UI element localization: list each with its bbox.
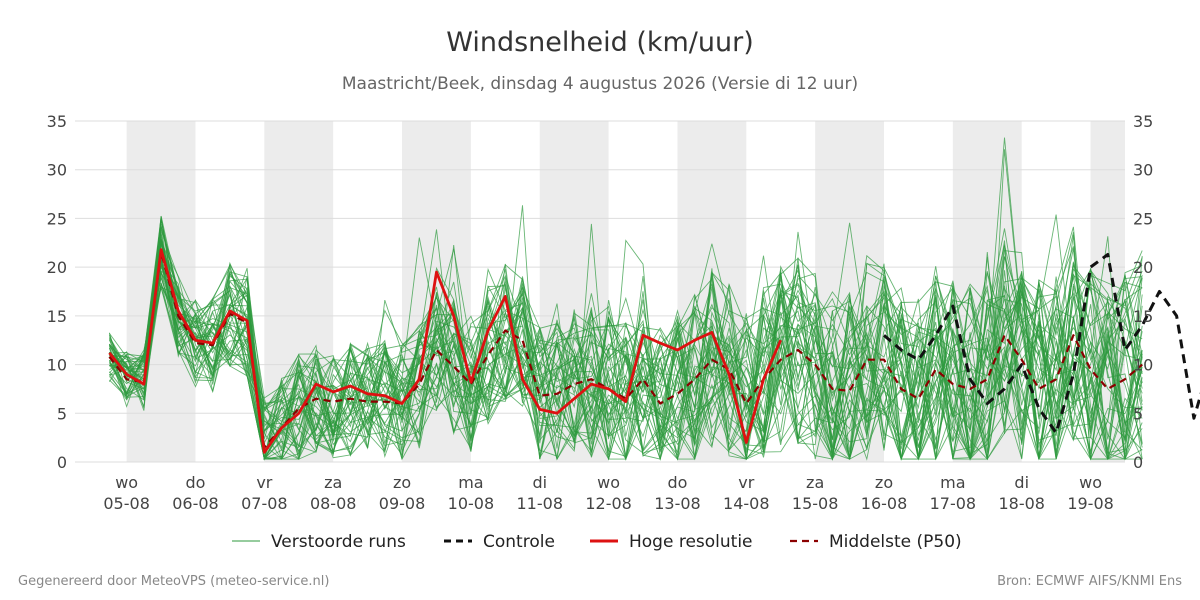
y-tick-label: 15	[47, 307, 67, 326]
footer-source: Bron: ECMWF AIFS/KNMI Ens	[997, 574, 1182, 589]
chart-title: Windsnelheid (km/uur)	[446, 27, 754, 58]
y-tick-label: 25	[47, 209, 67, 228]
ensemble-run-line	[109, 205, 1143, 460]
y-tick-label: 30	[1133, 161, 1153, 180]
ensemble-runs	[108, 137, 1143, 461]
x-tick-day: do	[667, 473, 687, 492]
x-tick-date: 19-08	[1067, 494, 1114, 513]
x-tick-day: za	[806, 473, 824, 492]
y-tick-label: 10	[47, 356, 67, 375]
y-tick-label: 0	[1133, 453, 1143, 472]
ensemble-run-line	[109, 243, 1143, 460]
y-tick-label: 25	[1133, 209, 1153, 228]
x-tick-date: 11-08	[517, 494, 564, 513]
y-tick-label: 35	[47, 112, 67, 131]
y-tick-label: 0	[57, 453, 67, 472]
high-resolution-line	[108, 248, 782, 454]
y-tick-label: 15	[1133, 307, 1153, 326]
x-tick-day: wo	[115, 473, 138, 492]
y-tick-label: 10	[1133, 356, 1153, 375]
y-tick-label: 20	[47, 258, 67, 277]
ensemble-run-line	[109, 241, 1143, 460]
x-tick-day: di	[1014, 473, 1029, 492]
y-axis-left: 0 5 10 15 20 25 30 35	[47, 112, 67, 472]
x-tick-day: vr	[256, 473, 272, 492]
x-tick-date: 06-08	[172, 494, 219, 513]
x-tick-date: 05-08	[103, 494, 150, 513]
x-tick-date: 14-08	[723, 494, 770, 513]
x-tick-day: di	[532, 473, 547, 492]
y-axis-right: 0 5 10 15 20 25 30 35	[1133, 112, 1153, 472]
x-tick-day: zo	[875, 473, 893, 492]
legend-label: Middelste (P50)	[829, 532, 962, 552]
legend-label: Controle	[483, 532, 555, 552]
x-tick-day: vr	[738, 473, 754, 492]
x-tick-day: ma	[458, 473, 483, 492]
ensemble-run-line	[108, 242, 1143, 461]
ensemble-run-line	[109, 259, 1143, 461]
footer-generator: Gegenereerd door MeteoVPS (meteo-service…	[18, 574, 329, 589]
x-tick-date: 16-08	[861, 494, 908, 513]
ensemble-run-line	[109, 232, 1143, 460]
x-tick-date: 15-08	[792, 494, 839, 513]
series-lines	[108, 248, 1200, 454]
ensemble-run-line	[108, 236, 1143, 461]
x-tick-date: 09-08	[379, 494, 426, 513]
y-tick-label: 30	[47, 161, 67, 180]
x-tick-date: 13-08	[654, 494, 701, 513]
x-tick-date: 08-08	[310, 494, 357, 513]
x-tick-date: 07-08	[241, 494, 288, 513]
x-tick-day: wo	[597, 473, 620, 492]
y-tick-label: 20	[1133, 258, 1153, 277]
legend-label: Hoge resolutie	[629, 532, 753, 552]
chart-subtitle: Maastricht/Beek, dinsdag 4 augustus 2026…	[342, 74, 858, 94]
legend: Verstoorde runs Controle Hoge resolutie Mid…	[232, 532, 962, 552]
ensemble-run-line	[109, 137, 1143, 460]
ensemble-run-line	[109, 270, 1143, 453]
x-tick-day: za	[324, 473, 342, 492]
x-tick-date: 18-08	[998, 494, 1045, 513]
x-tick-day: zo	[393, 473, 411, 492]
ensemble-run-line	[109, 227, 1143, 461]
legend-label: Verstoorde runs	[271, 532, 406, 552]
x-tick-date: 12-08	[585, 494, 632, 513]
y-tick-label: 35	[1133, 112, 1153, 131]
x-tick-date: 17-08	[930, 494, 977, 513]
y-tick-label: 5	[57, 404, 67, 423]
x-tick-date: 10-08	[448, 494, 495, 513]
y-tick-label: 5	[1133, 404, 1143, 423]
x-axis: wo 05-08 do 06-08 vr 07-08 za 08-08 zo 09-08 ma 10-…	[103, 473, 1113, 513]
x-tick-day: ma	[940, 473, 965, 492]
x-tick-day: wo	[1079, 473, 1102, 492]
control-line	[883, 253, 1200, 435]
x-tick-day: do	[186, 473, 206, 492]
shaded-day	[126, 121, 196, 462]
